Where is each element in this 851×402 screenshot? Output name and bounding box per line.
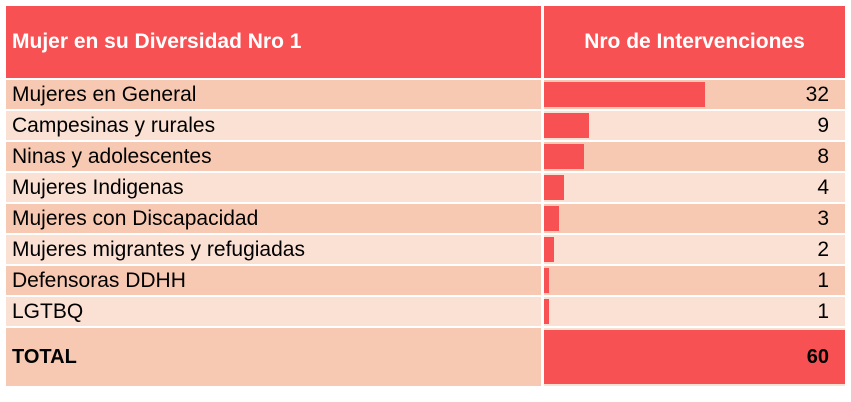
row-value: 32: [805, 82, 829, 106]
row-value: 1: [817, 299, 829, 323]
row-label: Ninas y adolescentes: [6, 142, 544, 171]
table-row: Mujeres Indigenas 4: [6, 173, 845, 204]
table-row: Mujeres migrantes y refugiadas 2: [6, 235, 845, 266]
row-value: 9: [817, 113, 829, 137]
table-row: Defensoras DDHH 1: [6, 266, 845, 297]
row-value: 2: [817, 237, 829, 261]
row-value: 8: [817, 144, 829, 168]
table-row: LGTBQ 1: [6, 297, 845, 328]
interventions-table: Mujer en su Diversidad Nro 1 Nro de Inte…: [6, 6, 845, 388]
data-bar: [544, 175, 565, 200]
table-row: Campesinas y rurales 9: [6, 111, 845, 142]
data-bar: [544, 237, 555, 262]
table-row: Ninas y adolescentes 8: [6, 142, 845, 173]
data-bar: [544, 144, 585, 169]
row-label: Campesinas y rurales: [6, 111, 544, 140]
row-value: 1: [817, 268, 829, 292]
data-bar: [544, 82, 705, 107]
data-bar: [544, 113, 590, 138]
table-header: Mujer en su Diversidad Nro 1 Nro de Inte…: [6, 6, 845, 80]
total-value: 60: [806, 345, 829, 368]
row-label: Mujeres Indigenas: [6, 173, 544, 202]
total-bar: [544, 330, 845, 384]
data-bar: [544, 299, 550, 324]
total-row: TOTAL 60: [6, 328, 845, 388]
header-interventions: Nro de Intervenciones: [584, 30, 805, 53]
row-value: 3: [817, 206, 829, 230]
table-row: Mujeres en General 32: [6, 80, 845, 111]
total-label: TOTAL: [6, 328, 544, 386]
data-bar: [544, 268, 550, 293]
row-label: Mujeres con Discapacidad: [6, 204, 544, 233]
row-label: Mujeres en General: [6, 80, 544, 109]
data-bar: [544, 206, 560, 231]
row-label: Mujeres migrantes y refugiadas: [6, 235, 544, 264]
header-category: Mujer en su Diversidad Nro 1: [6, 6, 544, 78]
table-row: Mujeres con Discapacidad 3: [6, 204, 845, 235]
row-label: Defensoras DDHH: [6, 266, 544, 295]
row-label: LGTBQ: [6, 297, 544, 326]
row-value: 4: [817, 175, 829, 199]
